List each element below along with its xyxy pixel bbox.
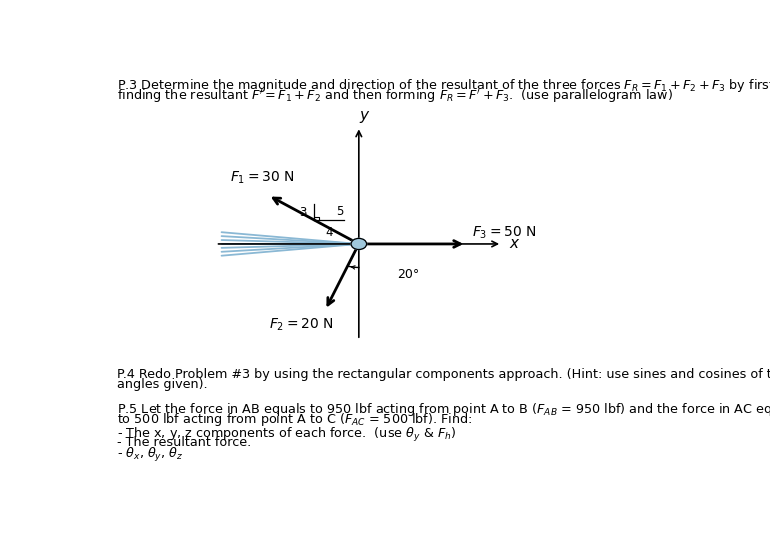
Text: 4: 4 — [326, 225, 333, 239]
Text: P.3 Determine the magnitude and direction of the resultant of the three forces $: P.3 Determine the magnitude and directio… — [117, 77, 770, 94]
Text: P.4 Redo Problem #3 by using the rectangular components approach. (Hint: use sin: P.4 Redo Problem #3 by using the rectang… — [117, 368, 770, 381]
Text: to 500 lbf acting from point A to C ($F_{AC}$ = 500 lbf). Find:: to 500 lbf acting from point A to C ($F_… — [117, 411, 473, 427]
Text: 20°: 20° — [397, 268, 420, 281]
Text: angles given).: angles given). — [117, 378, 208, 391]
Text: - The x, y, z components of each force.  (use $\theta_y$ & $F_h$): - The x, y, z components of each force. … — [117, 426, 457, 445]
Text: $F_1 = 30$ N: $F_1 = 30$ N — [229, 169, 294, 186]
Circle shape — [351, 239, 367, 250]
Text: $F_2 = 20$ N: $F_2 = 20$ N — [269, 316, 333, 333]
Text: y: y — [359, 108, 368, 123]
Text: $F_3 = 50$ N: $F_3 = 50$ N — [472, 225, 537, 241]
Text: - The resultant force.: - The resultant force. — [117, 436, 251, 449]
Text: x: x — [509, 236, 518, 251]
Text: 5: 5 — [336, 205, 343, 218]
Text: - $\theta_x$, $\theta_y$, $\theta_z$: - $\theta_x$, $\theta_y$, $\theta_z$ — [117, 446, 183, 464]
Text: finding the resultant $F'= F_1+F_2$ and then forming $F_R = F'+F_3$.  (use paral: finding the resultant $F'= F_1+F_2$ and … — [117, 87, 673, 104]
Text: 3: 3 — [300, 206, 307, 219]
Text: P.5 Let the force in AB equals to 950 lbf acting from point A to B ($F_{AB}$ = 9: P.5 Let the force in AB equals to 950 lb… — [117, 401, 770, 418]
